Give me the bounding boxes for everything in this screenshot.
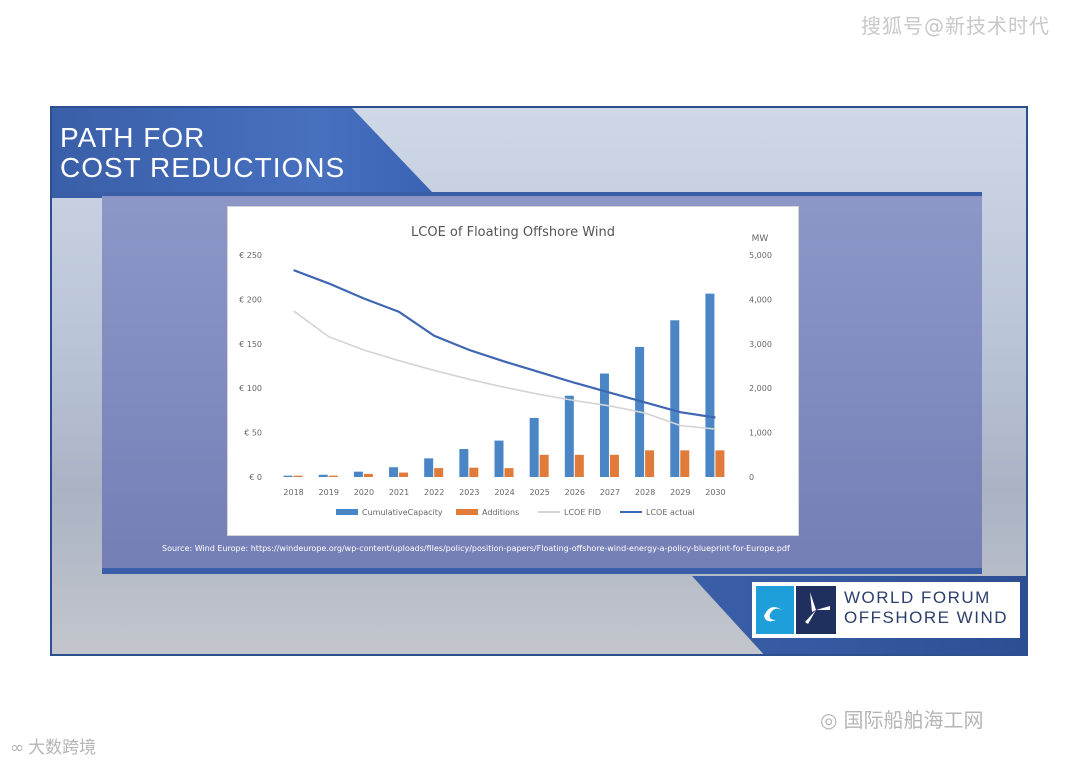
x-tick-label: 2026: [565, 488, 585, 497]
y2-axis-label: MW: [752, 234, 769, 244]
legend-label: Additions: [482, 508, 519, 517]
bar-cumulativecapacity: [529, 417, 539, 477]
logo-text-line1: WORLD FORUM: [844, 588, 991, 607]
x-tick-label: 2021: [389, 488, 409, 497]
y2-tick-label: 1,000: [749, 429, 772, 438]
bar-additions: [539, 454, 549, 477]
x-tick-label: 2027: [600, 488, 620, 497]
y-tick-label: € 100: [239, 384, 262, 393]
watermark-bottom-left-text: 大数跨境: [28, 738, 97, 758]
bar-additions: [363, 473, 373, 477]
y2-tick-label: 2,000: [749, 384, 772, 393]
watermark-top: 搜狐号@新技术时代: [861, 14, 1050, 38]
slide-title-line2: COST REDUCTIONS: [60, 152, 346, 183]
bar-cumulativecapacity: [670, 320, 680, 477]
x-tick-label: 2025: [529, 488, 549, 497]
x-tick-label: 2024: [494, 488, 514, 497]
bar-cumulativecapacity: [424, 458, 434, 477]
legend-swatch: [456, 509, 478, 515]
legend-label: LCOE actual: [646, 508, 695, 517]
logo-text-line2: OFFSHORE WIND: [844, 608, 1008, 627]
legend-label: CumulativeCapacity: [362, 508, 443, 517]
x-tick-label: 2030: [705, 488, 725, 497]
line-lcoe-fid: [293, 310, 716, 430]
bar-additions: [328, 475, 338, 477]
lcoe-chart: LCOE of Floating Offshore Wind MW € 0 € 5…: [239, 225, 772, 517]
bottom-divider: [102, 568, 982, 574]
legend-swatch: [336, 509, 358, 515]
y-tick-label: € 150: [239, 340, 262, 349]
bar-additions: [504, 468, 514, 477]
bar-additions: [645, 450, 655, 477]
wechat-icon: ◎: [820, 708, 838, 732]
watermark-bottom-right: ◎ 国际船舶海工网: [820, 704, 983, 733]
watermark-bottom-left: ∞ 大数跨境: [10, 733, 96, 758]
chart-card: LCOE of Floating Offshore Wind MW € 0 € 5…: [227, 206, 799, 536]
y-tick-label: € 200: [239, 295, 262, 304]
bar-additions: [715, 450, 725, 477]
x-tick-label: 2023: [459, 488, 479, 497]
bar-additions: [293, 475, 303, 477]
x-tick-label: 2029: [670, 488, 690, 497]
bar-cumulativecapacity: [389, 467, 399, 477]
y-tick-label: € 250: [239, 251, 262, 260]
bar-additions: [609, 454, 619, 477]
x-tick-label: 2028: [635, 488, 655, 497]
y-tick-label: € 0: [249, 473, 262, 482]
source-note: Source: Wind Europe: https://windeurope.…: [162, 544, 790, 553]
y2-tick-label: 5,000: [749, 251, 772, 260]
chart-title: LCOE of Floating Offshore Wind: [411, 225, 615, 240]
bar-additions: [469, 467, 479, 477]
world-forum-offshore-wind-logo-icon: [756, 586, 836, 634]
y-tick-label: € 50: [244, 429, 262, 438]
legend-label: LCOE FID: [564, 508, 601, 517]
bar-additions: [574, 454, 584, 477]
bar-cumulativecapacity: [353, 471, 363, 477]
x-tick-label: 2019: [319, 488, 339, 497]
bar-cumulativecapacity: [705, 293, 715, 477]
y2-tick-label: 4,000: [749, 295, 772, 304]
bar-cumulativecapacity: [494, 440, 504, 477]
y2-tick-label: 3,000: [749, 340, 772, 349]
bar-cumulativecapacity: [318, 474, 328, 477]
bar-additions: [680, 450, 690, 477]
slide-title-line1: PATH FOR: [60, 122, 206, 153]
y2-tick-label: 0: [749, 473, 754, 482]
watermark-logo-icon: ∞: [10, 738, 25, 758]
bar-cumulativecapacity: [459, 449, 469, 477]
bar-additions: [434, 468, 444, 477]
x-tick-label: 2018: [283, 488, 303, 497]
bar-cumulativecapacity: [599, 373, 609, 477]
x-tick-label: 2022: [424, 488, 444, 497]
title-divider: [52, 192, 982, 198]
bar-cumulativecapacity: [564, 395, 574, 477]
bar-additions: [399, 472, 409, 477]
slide: PATH FOR COST REDUCTIONS LCOE of Floatin…: [50, 106, 1028, 656]
x-tick-label: 2020: [354, 488, 374, 497]
line-lcoe-actual: [293, 269, 716, 419]
watermark-bottom-right-text: 国际船舶海工网: [843, 708, 984, 732]
bar-cumulativecapacity: [283, 475, 293, 477]
